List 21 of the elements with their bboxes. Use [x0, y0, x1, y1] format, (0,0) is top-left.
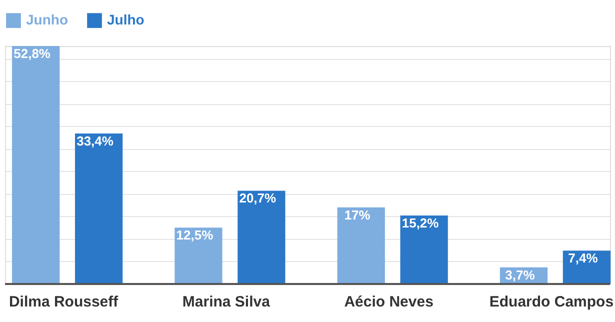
- legend-label: Junho: [26, 12, 68, 28]
- x-tick-label: Marina Silva: [182, 294, 271, 310]
- data-label: 52,8%: [14, 46, 51, 61]
- x-tick-label: Dilma Rousseff: [8, 294, 120, 310]
- data-label: 7,4%: [568, 250, 598, 266]
- x-tick-label: Aécio Neves: [344, 294, 434, 310]
- bar: [238, 190, 286, 284]
- data-label: 17%: [344, 207, 371, 222]
- data-label: 33,4%: [76, 133, 114, 148]
- data-label: 20,7%: [239, 190, 277, 206]
- bar: [174, 228, 222, 284]
- x-tick-label: Eduardo Campos: [489, 294, 614, 310]
- bar: [337, 207, 385, 284]
- legend-label: Julho: [107, 12, 144, 28]
- bar: [12, 46, 60, 284]
- data-label: 12,5%: [176, 228, 214, 243]
- bar: [562, 250, 611, 284]
- data-label: 3,7%: [505, 267, 536, 282]
- data-label: 15,2%: [402, 215, 440, 230]
- bar: [74, 133, 123, 284]
- bar: [400, 215, 448, 284]
